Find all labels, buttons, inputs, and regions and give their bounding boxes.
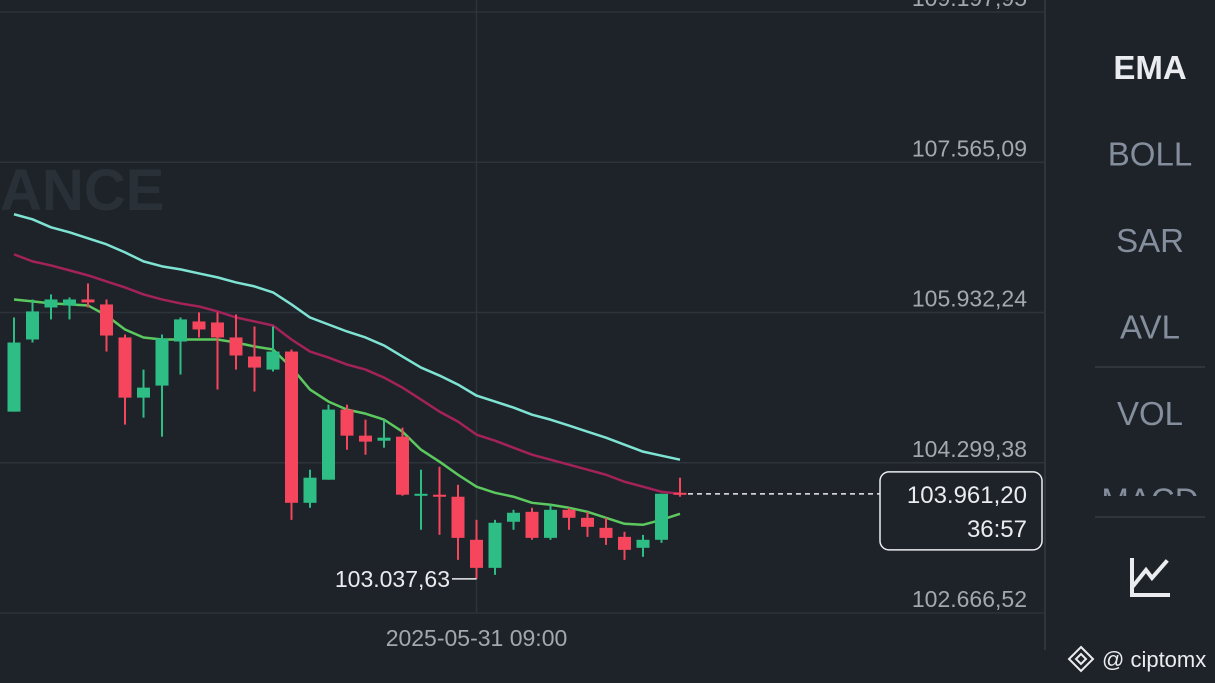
candle-body [266, 351, 280, 370]
footer-logo [1067, 645, 1095, 673]
footer-text: @ ciptomx [1102, 647, 1206, 672]
watermark: ANCE [0, 158, 164, 223]
candle-body [211, 322, 224, 338]
annotation-label: 103.037,63 [335, 566, 450, 592]
y-tick-label: 107.565,09 [912, 135, 1027, 161]
candle-body [655, 493, 668, 540]
candle-body [118, 337, 132, 398]
candle-body [433, 494, 446, 497]
candle-body [155, 338, 169, 386]
candle-body [488, 522, 502, 568]
indicator-menu: EMA BOLL SAR AVL VOL MACD [1101, 49, 1198, 519]
candle-body [673, 492, 687, 495]
y-tick-label: 104.299,38 [912, 436, 1027, 462]
countdown: 36:57 [967, 516, 1027, 543]
candle-body [599, 527, 613, 538]
candle-body [322, 409, 335, 480]
candle-body [63, 299, 76, 306]
last-price-box[interactable] [879, 471, 1043, 551]
menu-item[interactable]: EMA [1113, 49, 1186, 86]
last-price-label: 103.961,20 [907, 482, 1027, 509]
candle-body [470, 539, 483, 568]
candle-body [26, 311, 39, 340]
candle-body [581, 517, 594, 527]
candle-body [100, 304, 113, 336]
candle-body [81, 299, 95, 303]
indicator-icon[interactable] [1130, 558, 1170, 597]
icon-axes [1130, 558, 1170, 597]
candle-body [562, 509, 576, 518]
menu-item[interactable]: VOL [1117, 395, 1183, 432]
candle-body [451, 496, 465, 538]
y-tick-label: 105.932,24 [912, 286, 1027, 312]
menu-item[interactable]: BOLL [1108, 136, 1192, 173]
candle-body [229, 337, 243, 356]
candle-body [303, 477, 317, 503]
candle-body [7, 342, 21, 412]
menu-item[interactable]: MACD [1101, 482, 1198, 519]
candle-body [544, 509, 557, 538]
plot-area: ANCE 102.666,52 104.299,38 105.932,24 107.56… [0, 0, 1045, 651]
logo-diamond [1067, 645, 1095, 673]
icon-line [1131, 559, 1169, 588]
candle-body [44, 299, 58, 308]
candle-body [248, 356, 261, 368]
candle-body [396, 436, 409, 495]
candle-body [525, 511, 539, 538]
candle-body [507, 512, 520, 522]
y-tick-label: 109.197,95 [912, 0, 1027, 11]
candle-body [285, 351, 298, 503]
menu-item[interactable]: AVL [1120, 309, 1180, 346]
candle-body [618, 536, 631, 550]
candle-body [377, 437, 391, 441]
candle-body [414, 493, 428, 496]
logo-inner [1074, 652, 1088, 666]
candle-body [340, 409, 354, 436]
x-tick-label: 2025-05-31 09:00 [386, 625, 568, 651]
menu-item[interactable]: SAR [1116, 222, 1184, 259]
candle-body [174, 319, 187, 342]
indicator-line [13, 253, 681, 496]
candle-body [192, 321, 206, 330]
candle-body [636, 539, 650, 548]
y-tick-label: 102.666,52 [912, 586, 1027, 612]
candle-body [359, 435, 372, 442]
candle-body [137, 387, 150, 398]
indicator-line [13, 213, 681, 461]
